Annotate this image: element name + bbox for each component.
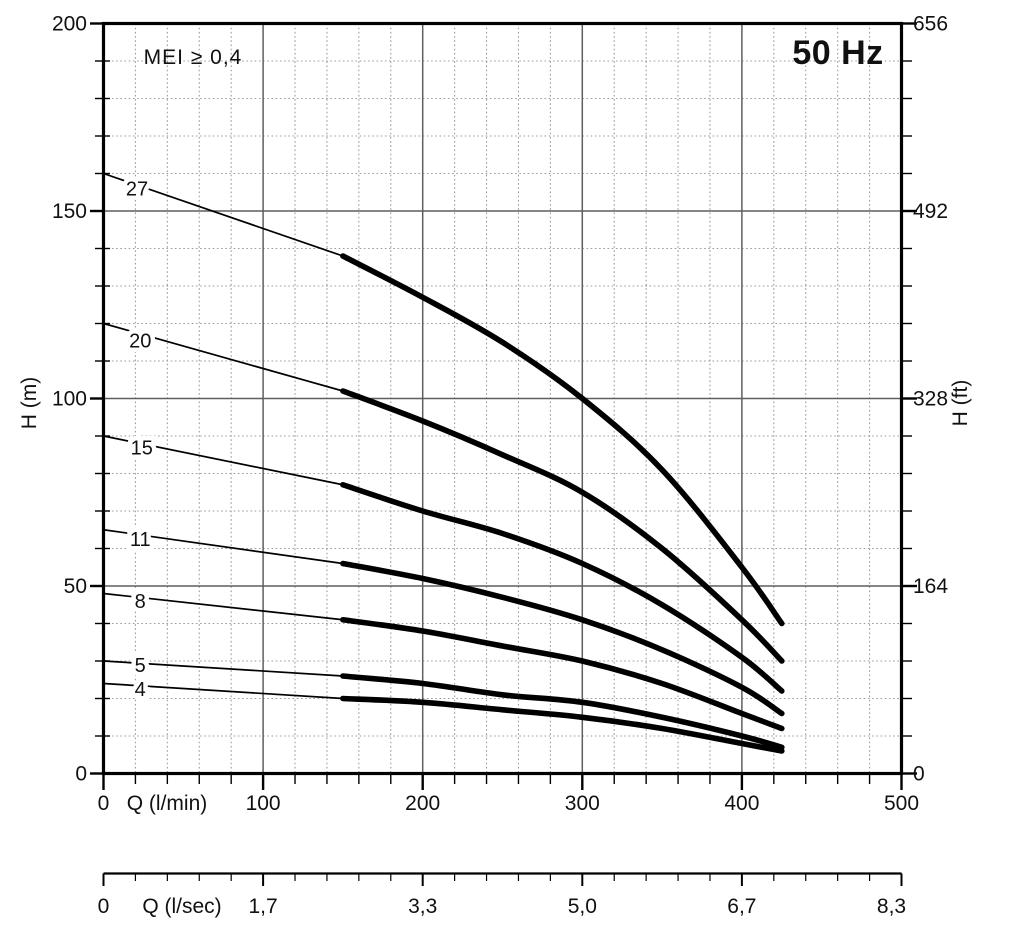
- pump-curve-20: [340, 388, 785, 664]
- mei-rating-label: MEI ≥ 0,4: [143, 46, 243, 69]
- secondary-axis-tick-label: 5,0: [568, 895, 597, 918]
- right-axis-tick-label: 656: [913, 13, 948, 36]
- secondary-axis-tick-label: 1,7: [248, 895, 277, 918]
- pump-curve-4: [340, 695, 785, 754]
- left-axis-tick-label: 150: [52, 200, 87, 223]
- bottom-axis-tick-label: 100: [246, 792, 281, 815]
- curve-27-stages: 27: [103, 172, 785, 627]
- right-axis-tick-label: 164: [913, 575, 948, 598]
- secondary-axis-tick-label: 8,3: [877, 895, 906, 918]
- pump-curve-15: [340, 481, 785, 694]
- y-axis-title-m: H (m): [18, 377, 41, 429]
- curve-4-stages: 4: [103, 675, 785, 754]
- pump-curve-8: [340, 616, 785, 732]
- curve-label-27: 27: [126, 179, 148, 201]
- curve-label-11: 11: [130, 529, 151, 551]
- left-axis-tick-label: 50: [64, 575, 87, 598]
- left-axis-tick-label: 200: [52, 13, 87, 36]
- curve-label-5: 5: [135, 655, 146, 677]
- left-axis-tick-label: 0: [75, 763, 87, 786]
- y-axis-title-ft: H (ft): [949, 380, 972, 427]
- curve-8-stages: 8: [103, 587, 785, 732]
- curve-label-8: 8: [135, 591, 146, 613]
- curve-20-stages: 20: [103, 322, 785, 664]
- bottom-axis-tick-label: 300: [565, 792, 600, 815]
- pump-curve-5: [340, 673, 785, 751]
- pump-curve-11: [340, 560, 785, 717]
- secondary-axis-tick-label: 6,7: [727, 895, 756, 918]
- curve-label-20: 20: [129, 330, 151, 352]
- right-axis-tick-label: 492: [913, 200, 948, 223]
- pump-curve-27: [340, 253, 785, 627]
- curve-label-4: 4: [135, 679, 146, 701]
- axis-tick-labels: 0 50 100 150 200 0 164 328 492 656 0 100 200 300 400 50…: [52, 13, 948, 816]
- right-axis-tick-label: 328: [913, 388, 948, 411]
- axis-titles: H (m) H (ft): [18, 377, 972, 429]
- secondary-axis: 0 1,7 3,3 5,0 6,7 8,3 Q (l/sec): [98, 872, 906, 918]
- left-axis-tick-label: 100: [52, 388, 87, 411]
- secondary-axis-tick-label: 3,3: [408, 895, 437, 918]
- curve-5-stages: 5: [103, 650, 785, 751]
- right-axis-tick-label: 0: [913, 763, 925, 786]
- frequency-label: 50 Hz: [792, 34, 884, 72]
- bottom-axis-tick-label: 0: [98, 792, 110, 815]
- curve-label-15: 15: [131, 437, 153, 459]
- x-axis-title: Q (l/min): [127, 792, 208, 815]
- bottom-axis-tick-label: 500: [884, 792, 919, 815]
- secondary-axis-tick-label: 0: [98, 895, 110, 918]
- curve-15-stages: 15: [103, 433, 785, 694]
- axis-ticks: [90, 22, 917, 790]
- secondary-x-axis-title: Q (l/sec): [142, 895, 221, 918]
- curve-11-stages: 11: [103, 525, 785, 717]
- grid-major: [103, 23, 902, 774]
- bottom-axis-tick-label: 400: [724, 792, 759, 815]
- bottom-axis-tick-label: 200: [405, 792, 440, 815]
